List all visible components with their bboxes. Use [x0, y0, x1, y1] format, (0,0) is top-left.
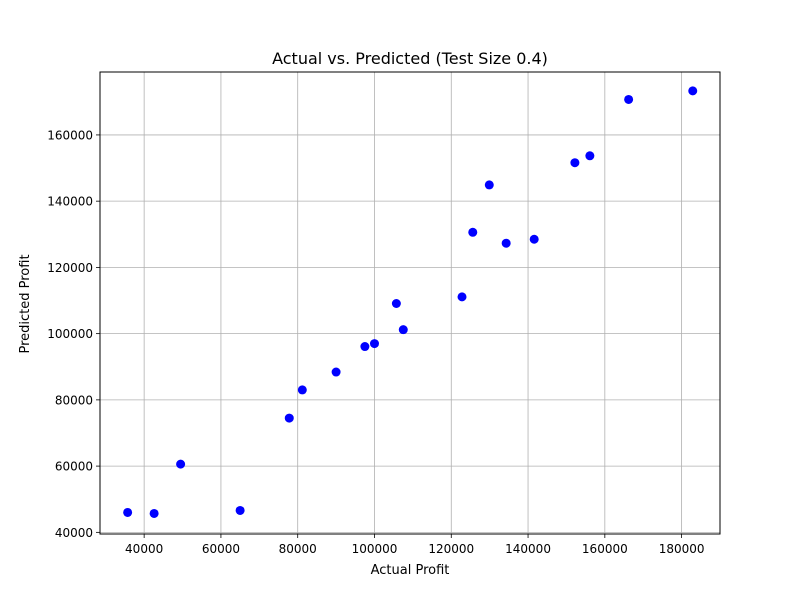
x-tick-label: 40000 — [125, 542, 163, 556]
x-axis-label: Actual Profit — [371, 563, 450, 578]
data-points — [123, 86, 698, 518]
scatter-point — [585, 151, 595, 161]
scatter-point — [391, 298, 401, 308]
x-tick-label: 120000 — [428, 542, 474, 556]
scatter-point — [331, 367, 341, 377]
scatter-point — [501, 238, 511, 248]
y-tick-label: 120000 — [47, 261, 93, 275]
x-tick-label: 180000 — [659, 542, 705, 556]
grid-lines — [100, 72, 720, 534]
axis-ticks: 40000 60000 80000 100000 120000 140000 160000 1… — [47, 128, 704, 556]
scatter-point — [284, 413, 294, 423]
scatter-point — [360, 342, 370, 352]
x-tick-label: 160000 — [582, 542, 628, 556]
scatter-point — [297, 385, 307, 395]
y-tick-label: 40000 — [55, 526, 93, 540]
y-tick-label: 100000 — [47, 327, 93, 341]
scatter-point — [176, 459, 186, 469]
scatter-point — [570, 158, 580, 168]
scatter-point — [457, 292, 467, 302]
x-tick-label: 100000 — [352, 542, 398, 556]
scatter-point — [398, 325, 408, 335]
scatter-point — [149, 508, 159, 518]
scatter-point — [235, 505, 245, 515]
y-tick-label: 80000 — [55, 393, 93, 407]
scatter-point — [529, 234, 539, 244]
x-tick-label: 80000 — [279, 542, 317, 556]
scatter-point — [468, 227, 478, 237]
y-tick-label: 140000 — [47, 195, 93, 209]
y-axis-label: Predicted Profit — [18, 254, 33, 353]
scatter-point — [688, 86, 698, 96]
scatter-point — [123, 507, 133, 517]
scatter-point — [624, 94, 634, 104]
x-tick-label: 60000 — [202, 542, 240, 556]
x-tick-label: 140000 — [505, 542, 551, 556]
chart-title: Actual vs. Predicted (Test Size 0.4) — [272, 49, 548, 68]
plot-frame — [99, 71, 721, 535]
scatter-point — [369, 339, 379, 349]
scatter-point — [484, 180, 494, 190]
y-tick-label: 60000 — [55, 460, 93, 474]
y-tick-label: 160000 — [47, 128, 93, 142]
